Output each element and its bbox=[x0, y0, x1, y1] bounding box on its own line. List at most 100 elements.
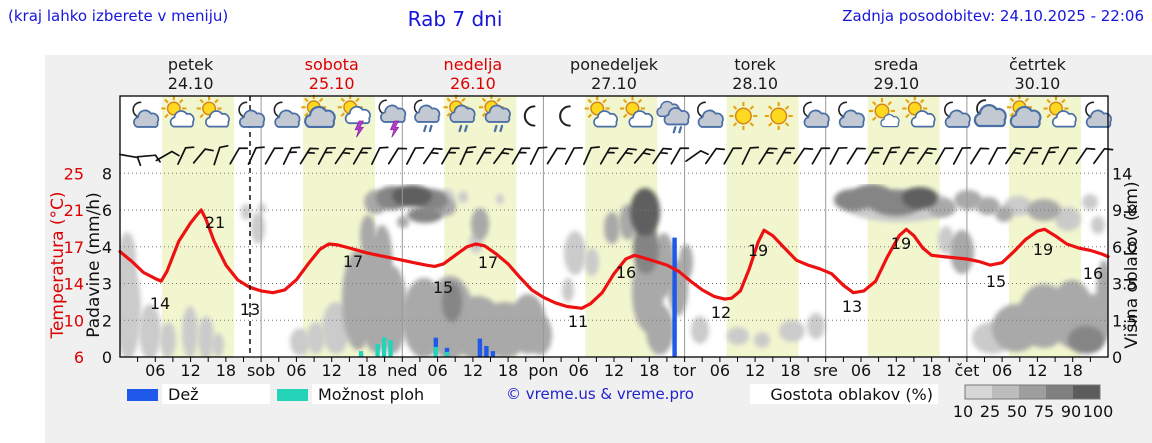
wind-barb bbox=[459, 146, 477, 166]
wind-barb bbox=[334, 147, 355, 165]
weather-icon-moon-cloud bbox=[944, 101, 971, 128]
temp-tick-label: 10 bbox=[64, 311, 84, 330]
x-tick-label: 18 bbox=[1063, 361, 1083, 380]
wind-barb bbox=[264, 147, 284, 165]
temperature-curve bbox=[118, 208, 1110, 310]
wind-barb bbox=[811, 147, 831, 165]
gridlines bbox=[120, 96, 1108, 357]
precipitation-bars bbox=[358, 237, 677, 357]
cloud-blob bbox=[471, 208, 489, 240]
density-segment bbox=[1046, 385, 1073, 399]
wind-barb bbox=[387, 147, 408, 165]
density-tick-label: 10 bbox=[953, 402, 973, 421]
wind-barb bbox=[317, 146, 337, 165]
precip-tick-label: 4 bbox=[102, 238, 112, 257]
density-tick-label: 50 bbox=[1007, 402, 1027, 421]
cloud-blob bbox=[379, 266, 407, 354]
weather-icon-sun bbox=[729, 102, 758, 130]
x-tick-label: 12 bbox=[886, 361, 906, 380]
cloud-blob bbox=[646, 305, 674, 355]
cloud-density-label: Gostota oblakov (%) bbox=[770, 385, 933, 404]
x-day-abbrev: sob bbox=[247, 361, 275, 380]
temp-value-label: 19 bbox=[891, 234, 911, 253]
cloud-blob bbox=[139, 304, 161, 360]
x-tick-label: 18 bbox=[357, 361, 377, 380]
temp-value-label: 19 bbox=[1033, 240, 1053, 259]
wind-barb bbox=[213, 144, 229, 166]
cloud-blob bbox=[182, 306, 198, 358]
weather-icon-sun-cloud bbox=[196, 96, 230, 128]
temp-tick-label: 25 bbox=[64, 164, 84, 183]
wind-barb bbox=[952, 146, 972, 165]
cloud-blob bbox=[458, 191, 468, 203]
x-tick-label: 12 bbox=[322, 361, 342, 380]
credit-text: © vreme.us & vreme.pro bbox=[506, 385, 694, 403]
wind-barb bbox=[1023, 147, 1043, 165]
density-bar-border bbox=[964, 384, 1101, 400]
temp-tick-label: 21 bbox=[64, 201, 84, 220]
weather-icon-moon-bigcloud bbox=[973, 99, 1007, 128]
wind-barb bbox=[652, 147, 673, 165]
day-name: sobota bbox=[305, 55, 359, 74]
cloud-blob bbox=[954, 190, 982, 210]
wind-barb bbox=[899, 147, 919, 165]
day-date: 24.10 bbox=[168, 74, 214, 93]
cloud-blob bbox=[604, 212, 620, 244]
cloud-blob bbox=[754, 332, 770, 348]
weather-icon-clouds-rain bbox=[656, 100, 690, 134]
shower-label-bg bbox=[312, 384, 440, 404]
axis-ticks: 06 12 18 sob 06 12 18 ned 06 12 18 pon 06 12 18 tor 06 12… bbox=[64, 164, 1138, 380]
shower-bar bbox=[433, 346, 438, 357]
wind-barb bbox=[529, 146, 548, 165]
x-tick-label: 06 bbox=[286, 361, 306, 380]
day-name: nedelja bbox=[444, 55, 503, 74]
shower-bar bbox=[381, 337, 387, 357]
wind-barb bbox=[846, 147, 866, 165]
cloud-blob bbox=[807, 313, 825, 339]
cloud-blob bbox=[307, 322, 325, 354]
x-tick-label: 18 bbox=[780, 361, 800, 380]
wind-barb bbox=[493, 147, 514, 165]
x-tick-label: 18 bbox=[921, 361, 941, 380]
weather-icon-sun-cloud bbox=[620, 96, 654, 128]
wind-barb bbox=[829, 146, 848, 165]
shower-bar bbox=[358, 351, 364, 357]
wind-barb bbox=[704, 147, 726, 165]
density-segment bbox=[1073, 385, 1100, 399]
cloud-blob bbox=[1055, 207, 1081, 231]
cloud-tick-label: 1.5 bbox=[1112, 311, 1137, 330]
day-date: 29.10 bbox=[873, 74, 919, 93]
temp-value-label: 11 bbox=[568, 312, 588, 331]
temp-value-label: 17 bbox=[478, 253, 498, 272]
weather-icon-sun bbox=[764, 102, 793, 130]
wind-barb bbox=[1093, 147, 1114, 165]
shower-bar bbox=[444, 351, 450, 357]
cloud-blob bbox=[1068, 326, 1104, 354]
rain-bar bbox=[490, 351, 496, 357]
weather-icon-sun-cloud bbox=[902, 96, 936, 128]
wind-barb bbox=[723, 147, 743, 165]
cloud-blob bbox=[160, 322, 176, 358]
density-segment bbox=[1019, 385, 1046, 399]
weather-icon-sun-cloud bbox=[1043, 96, 1077, 128]
x-tick-label: 06 bbox=[569, 361, 589, 380]
weather-icon-sun-bigcloud bbox=[1006, 94, 1042, 129]
wind-barb bbox=[1041, 146, 1060, 165]
cloud-blob bbox=[1091, 216, 1105, 234]
day-date: 26.10 bbox=[450, 74, 496, 93]
wind-barb bbox=[352, 147, 372, 165]
shower-bar bbox=[388, 340, 393, 357]
temp-value-label: 19 bbox=[748, 241, 768, 260]
wind-barb bbox=[192, 148, 214, 164]
rain-bar bbox=[484, 346, 489, 357]
weather-icon-sun-cloud-rain bbox=[443, 94, 476, 133]
x-day-abbrev: čet bbox=[954, 361, 979, 380]
cloud-blob bbox=[585, 248, 599, 276]
x-tick-label: 06 bbox=[992, 361, 1012, 380]
precip-tick-label: 3 bbox=[102, 275, 112, 294]
wind-barb bbox=[546, 147, 566, 165]
last-update: Zadnja posodobitev: 24.10.2025 - 22:06 bbox=[842, 7, 1144, 25]
cloud-blob bbox=[251, 212, 265, 244]
